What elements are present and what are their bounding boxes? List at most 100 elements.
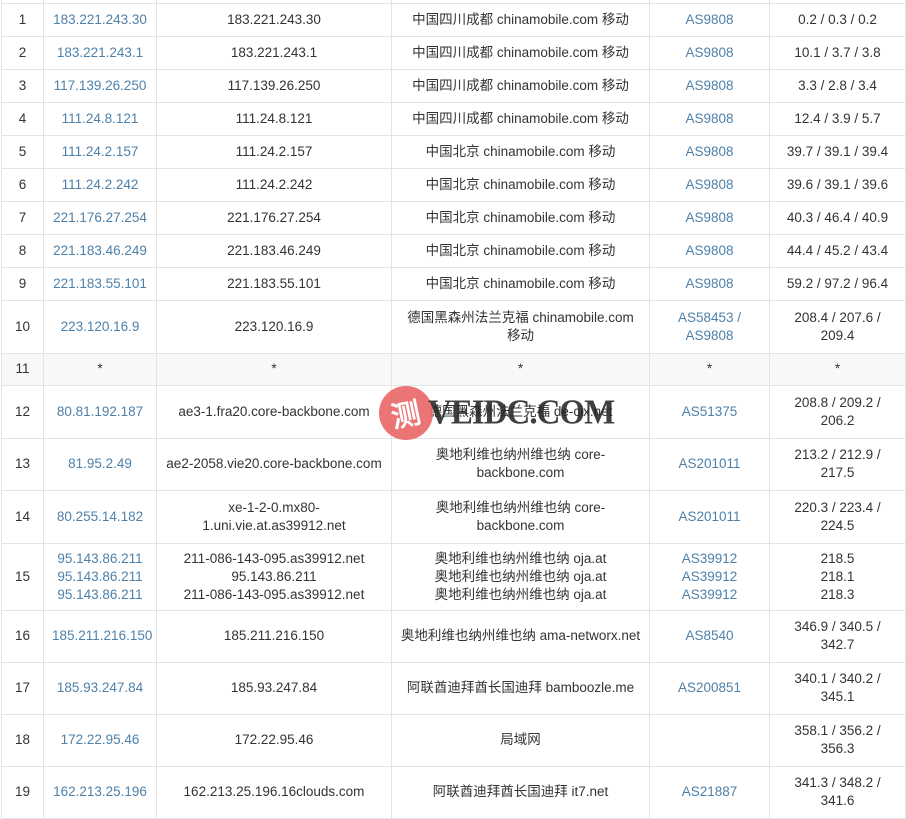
latency-cell: 340.1 / 340.2 / 345.1 xyxy=(769,661,906,715)
ip-address-cell: 95.143.86.211 95.143.86.211 95.143.86.211 xyxy=(43,542,157,611)
ip-address-link[interactable]: 221.183.46.249 xyxy=(53,242,147,258)
ip-address-link[interactable]: 221.183.55.101 xyxy=(53,275,147,291)
ip-address-link[interactable]: 81.95.2.49 xyxy=(68,456,132,471)
location-cell: * xyxy=(391,352,650,386)
hop-number-value: 3 xyxy=(18,77,27,93)
ip-address-link[interactable]: 111.24.8.121 xyxy=(61,110,139,126)
as-number-link[interactable]: AS9808 xyxy=(685,44,734,60)
location-cell: 中国北京 chinamobile.com 移动 xyxy=(391,233,650,268)
as-number-link[interactable]: AS9808 xyxy=(685,242,734,258)
hop-number-value: 14 xyxy=(14,508,31,524)
location-cell: 中国北京 chinamobile.com 移动 xyxy=(391,200,650,235)
ip-address-link[interactable]: 95.143.86.211 xyxy=(57,586,143,602)
trace-row: 8 221.183.46.249 221.183.46.249 中国北京 chinam… xyxy=(1,233,906,268)
as-number-link[interactable]: AS58453 / AS9808 xyxy=(677,309,742,343)
latency-cell: 39.6 / 39.1 / 39.6 xyxy=(769,167,906,202)
ip-address-cell: 111.24.2.157 xyxy=(43,134,157,169)
location-cell: 德国黑森州法兰克福 chinamobile.com 移动 xyxy=(391,299,650,354)
ip-address-cell: 221.176.27.254 xyxy=(43,200,157,235)
as-number-link[interactable]: AS39912 xyxy=(681,550,738,566)
as-number-cell: AS21887 xyxy=(649,765,770,819)
location-value: 奥地利维也纳州维也纳 oja.at xyxy=(434,586,607,602)
hostname-cell: 111.24.2.157 xyxy=(156,134,392,169)
ip-address-link[interactable]: 80.255.14.182 xyxy=(56,508,144,524)
location-cell: 中国四川成都 chinamobile.com 移动 xyxy=(391,101,650,136)
as-number-link[interactable]: AS9808 xyxy=(685,11,734,27)
hostname-cell: 172.22.95.46 xyxy=(156,713,392,767)
ip-address-cell: 162.213.25.196 xyxy=(43,765,157,819)
location-value: 中国北京 chinamobile.com 移动 xyxy=(425,242,616,258)
hostname-value: 221.183.46.249 xyxy=(227,242,321,258)
latency-value: 340.1 / 340.2 / 345.1 xyxy=(794,671,881,704)
hostname-value: 185.211.216.150 xyxy=(223,628,325,643)
hostname-value: 211-086-143-095.as39912.net xyxy=(183,550,365,566)
ip-address-link[interactable]: 185.211.216.150 xyxy=(52,628,153,643)
as-number-link[interactable]: AS9808 xyxy=(685,176,734,192)
location-value: 中国北京 chinamobile.com 移动 xyxy=(425,143,616,159)
ip-address-link[interactable]: 95.143.86.211 xyxy=(57,550,143,566)
ip-address-link[interactable]: 172.22.95.46 xyxy=(60,732,140,747)
ip-address-link[interactable]: 221.176.27.254 xyxy=(53,209,147,225)
hop-number-cell: 15 xyxy=(1,542,44,611)
as-number-link[interactable]: AS21887 xyxy=(681,784,738,799)
trace-row: 19 162.213.25.196 162.213.25.196.16clouds.… xyxy=(1,765,906,819)
ip-address-cell: 221.183.46.249 xyxy=(43,233,157,268)
ip-address-cell: 81.95.2.49 xyxy=(43,437,157,491)
as-number-link[interactable]: AS9808 xyxy=(685,209,734,225)
ip-address-link[interactable]: 185.93.247.84 xyxy=(56,680,144,695)
hop-number-value: 6 xyxy=(18,176,27,192)
as-number-link[interactable]: AS8540 xyxy=(685,628,734,643)
hop-number-value: 8 xyxy=(18,242,27,258)
as-number-link[interactable]: AS200851 xyxy=(677,680,742,695)
hop-number-value: 4 xyxy=(18,110,27,126)
as-number-link[interactable]: AS39912 xyxy=(681,568,738,584)
as-number-cell: AS200851 xyxy=(649,661,770,715)
hop-number-cell: 5 xyxy=(1,134,44,169)
ip-address-link[interactable]: 111.24.2.157 xyxy=(61,143,139,159)
as-number-link[interactable]: AS9808 xyxy=(685,275,734,291)
ip-address-cell: 223.120.16.9 xyxy=(43,299,157,354)
as-number-cell: AS9808 xyxy=(649,2,770,37)
location-cell: 奥地利维也纳州维也纳 core-backbone.com xyxy=(391,489,650,544)
hostname-value: 162.213.25.196.16clouds.com xyxy=(183,784,365,799)
as-number-link[interactable]: AS201011 xyxy=(678,456,741,471)
ip-address-link[interactable]: 80.81.192.187 xyxy=(56,403,144,419)
latency-value: 218.1 xyxy=(820,568,855,584)
hostname-value: 172.22.95.46 xyxy=(234,732,314,747)
latency-value: 346.9 / 340.5 / 342.7 xyxy=(794,619,881,652)
latency-cell: 39.7 / 39.1 / 39.4 xyxy=(769,134,906,169)
ip-address-link[interactable]: 162.213.25.196 xyxy=(53,784,147,799)
ip-address-link[interactable]: 95.143.86.211 xyxy=(57,568,143,584)
as-number-cell: AS8540 xyxy=(649,609,770,663)
as-number-link[interactable]: AS9808 xyxy=(685,110,734,126)
location-cell: 阿联酋迪拜酋长国迪拜 it7.net xyxy=(391,765,650,819)
location-value: 德国黑森州法兰克福 chinamobile.com 移动 xyxy=(407,309,634,343)
location-cell: 中国四川成都 chinamobile.com 移动 xyxy=(391,35,650,70)
as-number-cell: AS9808 xyxy=(649,101,770,136)
as-number-link[interactable]: AS9808 xyxy=(685,77,734,93)
hop-number-value: 18 xyxy=(14,732,31,747)
location-cell: 中国北京 chinamobile.com 移动 xyxy=(391,134,650,169)
hostname-cell: 211-086-143-095.as39912.net 95.143.86.211… xyxy=(156,542,392,611)
location-value: 奥地利维也纳州维也纳 oja.at xyxy=(434,550,607,566)
as-number-cell: AS51375 xyxy=(649,384,770,439)
hostname-value: ae2-2058.vie20.core-backbone.com xyxy=(166,456,382,471)
as-number-link[interactable]: AS39912 xyxy=(681,586,738,602)
ip-address-link[interactable]: 117.139.26.250 xyxy=(53,77,147,93)
ip-address-link[interactable]: 183.221.243.30 xyxy=(53,11,147,27)
ip-address-cell: 172.22.95.46 xyxy=(43,713,157,767)
latency-cell: * xyxy=(769,352,906,386)
as-number-link[interactable]: AS51375 xyxy=(681,403,738,419)
as-number-link[interactable]: AS9808 xyxy=(685,143,734,159)
ip-address-link[interactable]: 183.221.243.1 xyxy=(56,44,144,60)
latency-cell: 346.9 / 340.5 / 342.7 xyxy=(769,609,906,663)
hop-number-cell: 10 xyxy=(1,299,44,354)
latency-value: 358.1 / 356.2 / 356.3 xyxy=(794,723,881,756)
location-value: 中国四川成都 chinamobile.com 移动 xyxy=(412,44,629,60)
trace-row: 7 221.176.27.254 221.176.27.254 中国北京 chinam… xyxy=(1,200,906,235)
as-number-link[interactable]: AS201011 xyxy=(678,508,741,524)
hop-number-cell: 8 xyxy=(1,233,44,268)
ip-address-link[interactable]: 223.120.16.9 xyxy=(60,318,140,334)
ip-address-link[interactable]: 111.24.2.242 xyxy=(61,176,139,192)
